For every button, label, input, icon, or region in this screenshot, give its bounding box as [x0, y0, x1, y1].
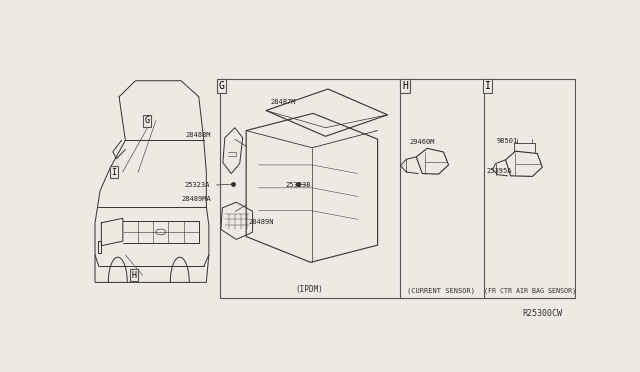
- Text: 28487M: 28487M: [271, 99, 296, 105]
- Text: (CURRENT SENSOR): (CURRENT SENSOR): [407, 287, 475, 294]
- Text: G: G: [218, 81, 224, 91]
- Text: 25323B: 25323B: [286, 182, 311, 188]
- Text: I: I: [111, 168, 116, 177]
- Text: 28489MA: 28489MA: [182, 196, 211, 202]
- Text: 29460M: 29460M: [410, 139, 435, 145]
- Text: H: H: [402, 81, 408, 91]
- Text: 28489N: 28489N: [249, 219, 274, 225]
- Bar: [220, 79, 575, 298]
- Text: 25395A: 25395A: [486, 168, 512, 174]
- Text: 28488M: 28488M: [185, 132, 211, 138]
- Text: (IPDM): (IPDM): [295, 285, 323, 294]
- Text: I: I: [484, 81, 491, 91]
- Text: R25300CW: R25300CW: [522, 309, 562, 318]
- Text: 25323A: 25323A: [184, 182, 210, 188]
- Text: 98501: 98501: [497, 138, 518, 144]
- Text: (FR CTR AIR BAG SENSOR): (FR CTR AIR BAG SENSOR): [484, 287, 577, 294]
- Text: H: H: [131, 271, 136, 280]
- Text: G: G: [145, 116, 150, 125]
